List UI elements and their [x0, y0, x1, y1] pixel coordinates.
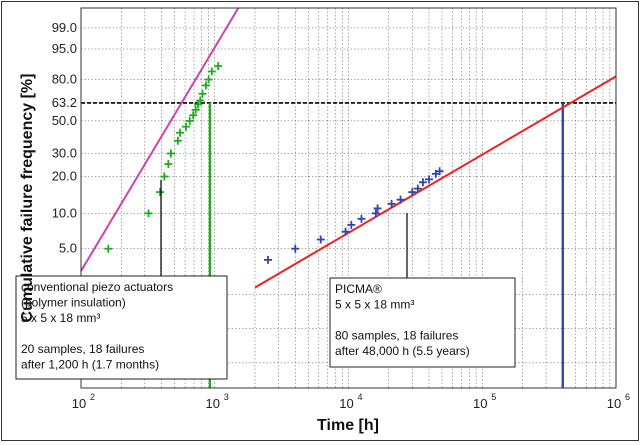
x-axis-title: Time [h] — [317, 417, 379, 434]
x-tick-exponent: 4 — [358, 392, 363, 402]
data-point — [207, 67, 216, 76]
data-point — [373, 204, 382, 213]
data-point — [173, 136, 182, 145]
data-point — [201, 81, 210, 90]
annotation-line: after 1,200 h (1.7 months) — [21, 358, 159, 372]
data-point — [166, 149, 175, 158]
data-point — [214, 61, 223, 70]
annotation-line: (polymer insulation) — [21, 296, 126, 310]
x-tick-exponent: 5 — [491, 392, 496, 402]
data-point — [176, 128, 185, 137]
x-tick-label: 10 — [206, 396, 220, 411]
data-point — [396, 195, 405, 204]
y-axis-title: Cumulative failure frequency [%] — [19, 74, 36, 323]
data-point — [316, 235, 325, 244]
data-point — [347, 220, 356, 229]
weibull-chart: 0.51.02.05.010.020.030.050.063.280.095.0… — [15, 7, 630, 434]
data-point — [189, 111, 198, 120]
data-point — [435, 167, 444, 176]
y-tick-label: 30.0 — [52, 145, 77, 160]
annotation-line: 5 x 5 x 18 mm³ — [335, 298, 414, 312]
data-point — [341, 227, 350, 236]
annotation-line: after 48,000 h (5.5 years) — [335, 344, 470, 358]
data-point — [263, 255, 272, 264]
data-point — [196, 96, 205, 105]
y-tick-label: 5.0 — [59, 241, 77, 256]
annotation-line: 80 samples, 18 failures — [335, 329, 458, 343]
data-point — [418, 178, 427, 187]
data-point — [156, 188, 165, 197]
data-point — [144, 209, 153, 218]
annotation-line: 20 samples, 18 failures — [21, 342, 144, 356]
data-point — [413, 184, 422, 193]
fit-line — [80, 7, 240, 272]
annotation-line: 5 x 5 x 18 mm³ — [21, 311, 100, 325]
data-point — [425, 175, 434, 184]
data-point — [160, 172, 169, 181]
data-point — [182, 122, 191, 131]
data-point — [164, 160, 173, 169]
data-point — [191, 105, 200, 114]
x-tick-label: 10 — [339, 396, 353, 411]
x-tick-label: 10 — [473, 396, 487, 411]
data-point — [185, 116, 194, 125]
data-point — [371, 209, 380, 218]
annotation-box — [15, 275, 228, 380]
annotation-line: conventional piezo actuators — [21, 280, 173, 294]
data-point — [291, 244, 300, 253]
y-tick-label: 95.0 — [52, 41, 77, 56]
y-tick-label: 99.0 — [52, 20, 77, 35]
data-point — [104, 244, 113, 253]
y-tick-label: 63.2 — [52, 95, 77, 110]
data-point — [387, 199, 396, 208]
data-point — [357, 214, 366, 223]
x-tick-exponent: 6 — [625, 392, 630, 402]
y-tick-label: 80.0 — [52, 72, 77, 87]
data-point — [408, 188, 417, 197]
x-tick-exponent: 2 — [90, 392, 95, 402]
data-point — [198, 89, 207, 98]
plot-area-border — [80, 7, 617, 389]
annotation-box — [329, 277, 516, 368]
y-tick-label: 10.0 — [52, 205, 77, 220]
annotation-line: PICMA® — [335, 282, 382, 296]
data-point — [204, 75, 213, 84]
x-tick-label: 10 — [72, 396, 86, 411]
fit-line — [254, 75, 617, 289]
y-tick-label: 20.0 — [52, 169, 77, 184]
data-point — [194, 100, 203, 109]
x-tick-label: 10 — [607, 396, 621, 411]
y-tick-label: 50.0 — [52, 113, 77, 128]
x-tick-exponent: 3 — [224, 392, 229, 402]
